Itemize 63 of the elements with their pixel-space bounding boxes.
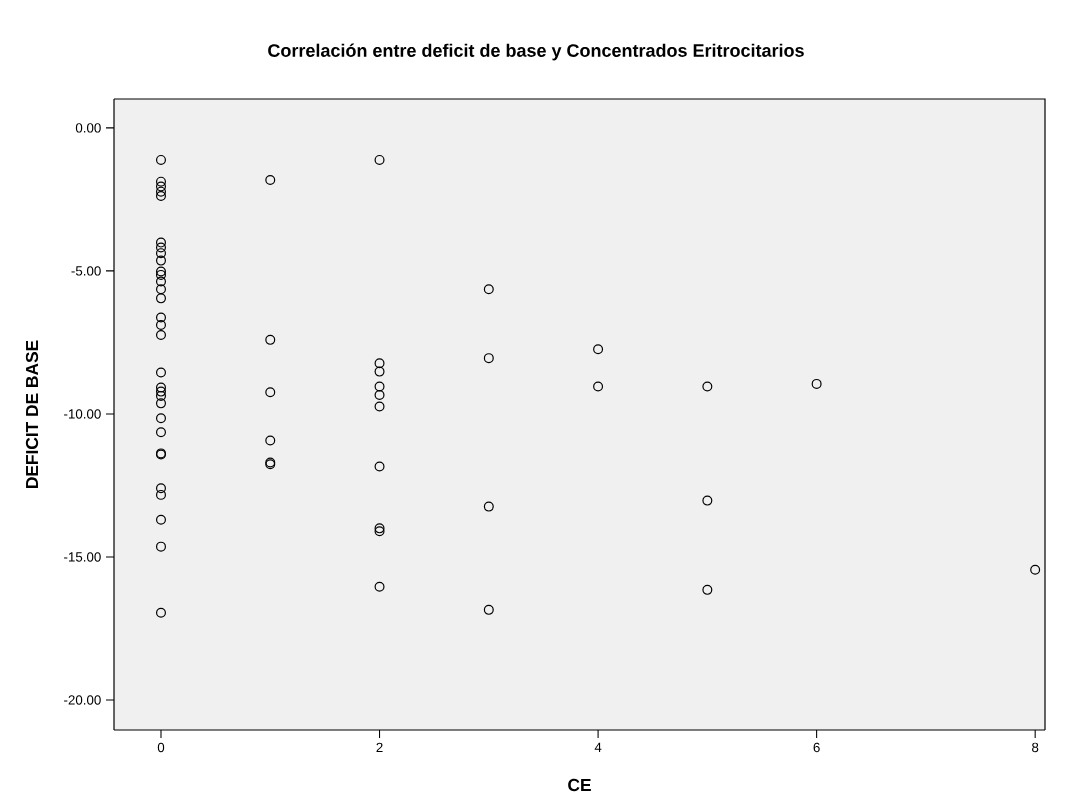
point xyxy=(483,284,494,295)
point xyxy=(155,186,166,197)
point xyxy=(155,190,166,201)
point xyxy=(155,237,166,248)
point xyxy=(155,427,166,438)
x-tick-label: 0 xyxy=(157,742,165,753)
point xyxy=(155,248,166,259)
point xyxy=(374,401,385,412)
point xyxy=(811,378,822,389)
point xyxy=(155,382,166,393)
point xyxy=(374,358,385,369)
point xyxy=(483,501,494,512)
point xyxy=(155,293,166,304)
point xyxy=(265,435,276,446)
point xyxy=(155,319,166,330)
point xyxy=(155,398,166,409)
point xyxy=(374,581,385,592)
point xyxy=(155,276,166,287)
point xyxy=(593,344,604,355)
point xyxy=(483,604,494,615)
point xyxy=(155,390,166,401)
point xyxy=(374,366,385,377)
point xyxy=(155,329,166,340)
point xyxy=(483,353,494,364)
point xyxy=(155,367,166,378)
point xyxy=(265,334,276,345)
point xyxy=(265,174,276,185)
x-tick-label: 4 xyxy=(594,742,602,752)
x-axis-title: CE xyxy=(568,778,591,792)
point xyxy=(702,584,713,595)
point xyxy=(702,495,713,506)
point xyxy=(155,242,166,253)
point xyxy=(593,381,604,392)
point xyxy=(265,387,276,398)
point xyxy=(155,514,166,525)
point xyxy=(374,390,385,401)
y-tick-label: -20.00 xyxy=(64,695,101,705)
point xyxy=(155,541,166,552)
y-tick-label: -10.00 xyxy=(64,409,101,419)
point xyxy=(155,255,166,266)
point xyxy=(155,386,166,397)
point xyxy=(155,483,166,494)
point xyxy=(155,284,166,295)
point xyxy=(702,381,713,392)
point xyxy=(155,154,166,165)
point xyxy=(155,176,166,187)
point xyxy=(155,312,166,323)
point xyxy=(374,154,385,165)
point xyxy=(155,181,166,192)
y-tick-label: 0.00 xyxy=(75,123,101,133)
point xyxy=(1030,564,1041,575)
point xyxy=(155,607,166,618)
point xyxy=(374,381,385,392)
y-tick-label: -5.00 xyxy=(71,266,101,276)
point xyxy=(374,461,385,472)
point xyxy=(155,489,166,500)
chart-title: Correlación entre deficit de base y Concentrados Eritrocitarios xyxy=(268,43,804,61)
x-tick-label: 6 xyxy=(813,742,820,753)
y-tick-label: -15.00 xyxy=(64,552,101,562)
y-axis-title: DEFICIT DE BASE xyxy=(25,340,39,488)
x-tick-label: 8 xyxy=(1032,742,1039,753)
point xyxy=(155,413,166,424)
x-tick-label: 2 xyxy=(376,742,383,753)
